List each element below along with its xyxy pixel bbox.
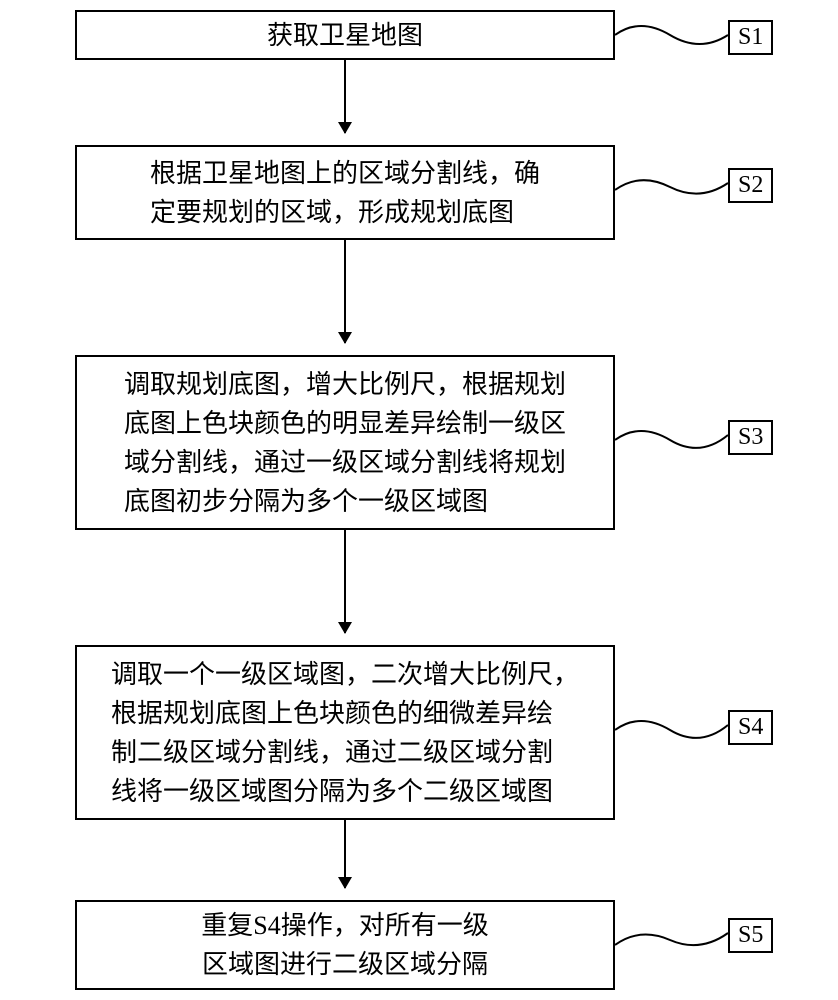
flowchart-node-s2: 根据卫星地图上的区域分割线，确 定要规划的区域，形成规划底图 [75, 145, 615, 240]
label-text: S4 [738, 714, 763, 741]
node-text: 调取规划底图，增大比例尺，根据规划 底图上色块颜色的明显差异绘制一级区 域分割线… [124, 365, 566, 521]
connector-wavy-s5 [615, 925, 730, 955]
connector-wavy-s1 [615, 20, 730, 50]
label-text: S1 [738, 24, 763, 51]
connector-wavy-s4 [615, 715, 730, 745]
label-text: S2 [738, 172, 763, 199]
step-label-s5: S5 [728, 918, 773, 953]
arrow-s1-s2 [344, 60, 346, 133]
arrow-s2-s3 [344, 240, 346, 343]
arrow-s3-s4 [344, 530, 346, 633]
label-text: S3 [738, 424, 763, 451]
arrow-s4-s5 [344, 820, 346, 888]
node-text: 获取卫星地图 [267, 16, 423, 55]
step-label-s3: S3 [728, 420, 773, 455]
step-label-s4: S4 [728, 710, 773, 745]
flowchart-container: 获取卫星地图 S1 根据卫星地图上的区域分割线，确 定要规划的区域，形成规划底图… [0, 0, 838, 1000]
flowchart-node-s3: 调取规划底图，增大比例尺，根据规划 底图上色块颜色的明显差异绘制一级区 域分割线… [75, 355, 615, 530]
step-label-s1: S1 [728, 20, 773, 55]
node-text: 调取一个一级区域图，二次增大比例尺， 根据规划底图上色块颜色的细微差异绘 制二级… [111, 655, 579, 811]
step-label-s2: S2 [728, 168, 773, 203]
node-text: 重复S4操作，对所有一级 区域图进行二级区域分隔 [201, 906, 488, 984]
connector-wavy-s2 [615, 172, 730, 202]
node-text: 根据卫星地图上的区域分割线，确 定要规划的区域，形成规划底图 [150, 154, 540, 232]
flowchart-node-s4: 调取一个一级区域图，二次增大比例尺， 根据规划底图上色块颜色的细微差异绘 制二级… [75, 645, 615, 820]
flowchart-node-s5: 重复S4操作，对所有一级 区域图进行二级区域分隔 [75, 900, 615, 990]
connector-wavy-s3 [615, 425, 730, 455]
flowchart-node-s1: 获取卫星地图 [75, 10, 615, 60]
label-text: S5 [738, 922, 763, 949]
